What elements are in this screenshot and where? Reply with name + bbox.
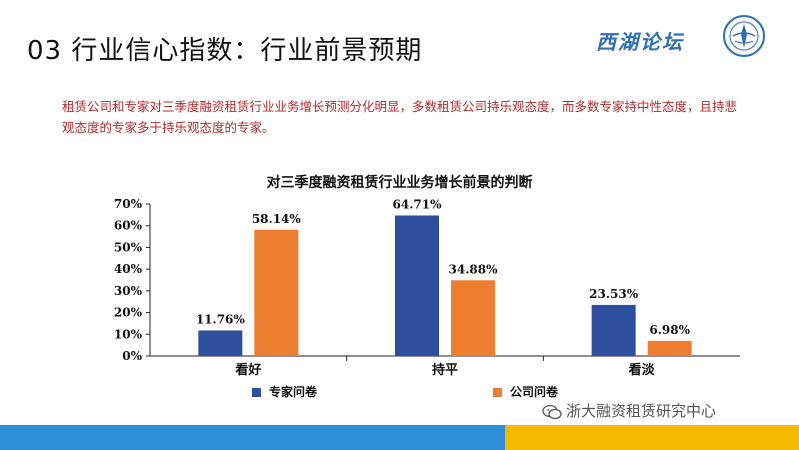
y-tick-label: 40% bbox=[114, 262, 143, 276]
bar-company bbox=[647, 340, 692, 356]
bar-company bbox=[254, 229, 299, 356]
chart-title: 对三季度融资租赁行业业务增长前景的判断 bbox=[266, 175, 533, 191]
legend-swatch-expert bbox=[252, 388, 261, 397]
y-tick-label: 10% bbox=[114, 327, 143, 341]
y-tick-label: 0% bbox=[122, 349, 142, 363]
legend-swatch-company bbox=[493, 388, 502, 397]
legend-item-expert: 专家问卷 bbox=[252, 383, 317, 400]
description-text: 租赁公司和专家对三季度融资租赁行业业务增长预测分化明显，多数租赁公司持乐观态度，… bbox=[62, 99, 738, 135]
data-label: 23.53% bbox=[589, 287, 639, 301]
legend-item-company: 公司问卷 bbox=[493, 383, 558, 400]
legend-label-company: 公司问卷 bbox=[510, 385, 559, 399]
bar-expert bbox=[395, 215, 439, 356]
seal-logo-icon bbox=[723, 15, 765, 57]
bar-expert bbox=[198, 330, 243, 356]
data-label: 58.14% bbox=[252, 212, 302, 226]
y-tick-label: 70% bbox=[114, 197, 143, 211]
data-label: 64.71% bbox=[393, 197, 443, 211]
x-tick-label: 看淡 bbox=[629, 362, 656, 378]
page-title: 03 行业信心指数：行业前景预期 bbox=[27, 36, 423, 66]
bar-expert bbox=[591, 304, 636, 356]
watermark-text: 浙大融资租赁研究中心 bbox=[566, 402, 717, 420]
y-tick-label: 50% bbox=[114, 240, 143, 254]
y-tick-label: 60% bbox=[114, 219, 143, 233]
x-tick-label: 持平 bbox=[432, 362, 458, 378]
watermark: 浙大融资租赁研究中心 bbox=[542, 400, 716, 421]
footer-blue-band bbox=[0, 425, 505, 450]
y-tick-label: 20% bbox=[114, 306, 143, 320]
wechat-icon bbox=[542, 404, 562, 419]
y-tick-label: 30% bbox=[114, 284, 143, 298]
x-tick-label: 看好 bbox=[235, 362, 261, 378]
legend-label-expert: 专家问卷 bbox=[269, 385, 318, 399]
logo-text: 西湖论坛 bbox=[596, 30, 684, 54]
footer-yellow-band bbox=[505, 425, 799, 450]
data-label: 34.88% bbox=[449, 262, 499, 276]
data-label: 11.76% bbox=[196, 312, 246, 326]
bar-company bbox=[451, 280, 495, 356]
data-label: 6.98% bbox=[649, 323, 690, 337]
